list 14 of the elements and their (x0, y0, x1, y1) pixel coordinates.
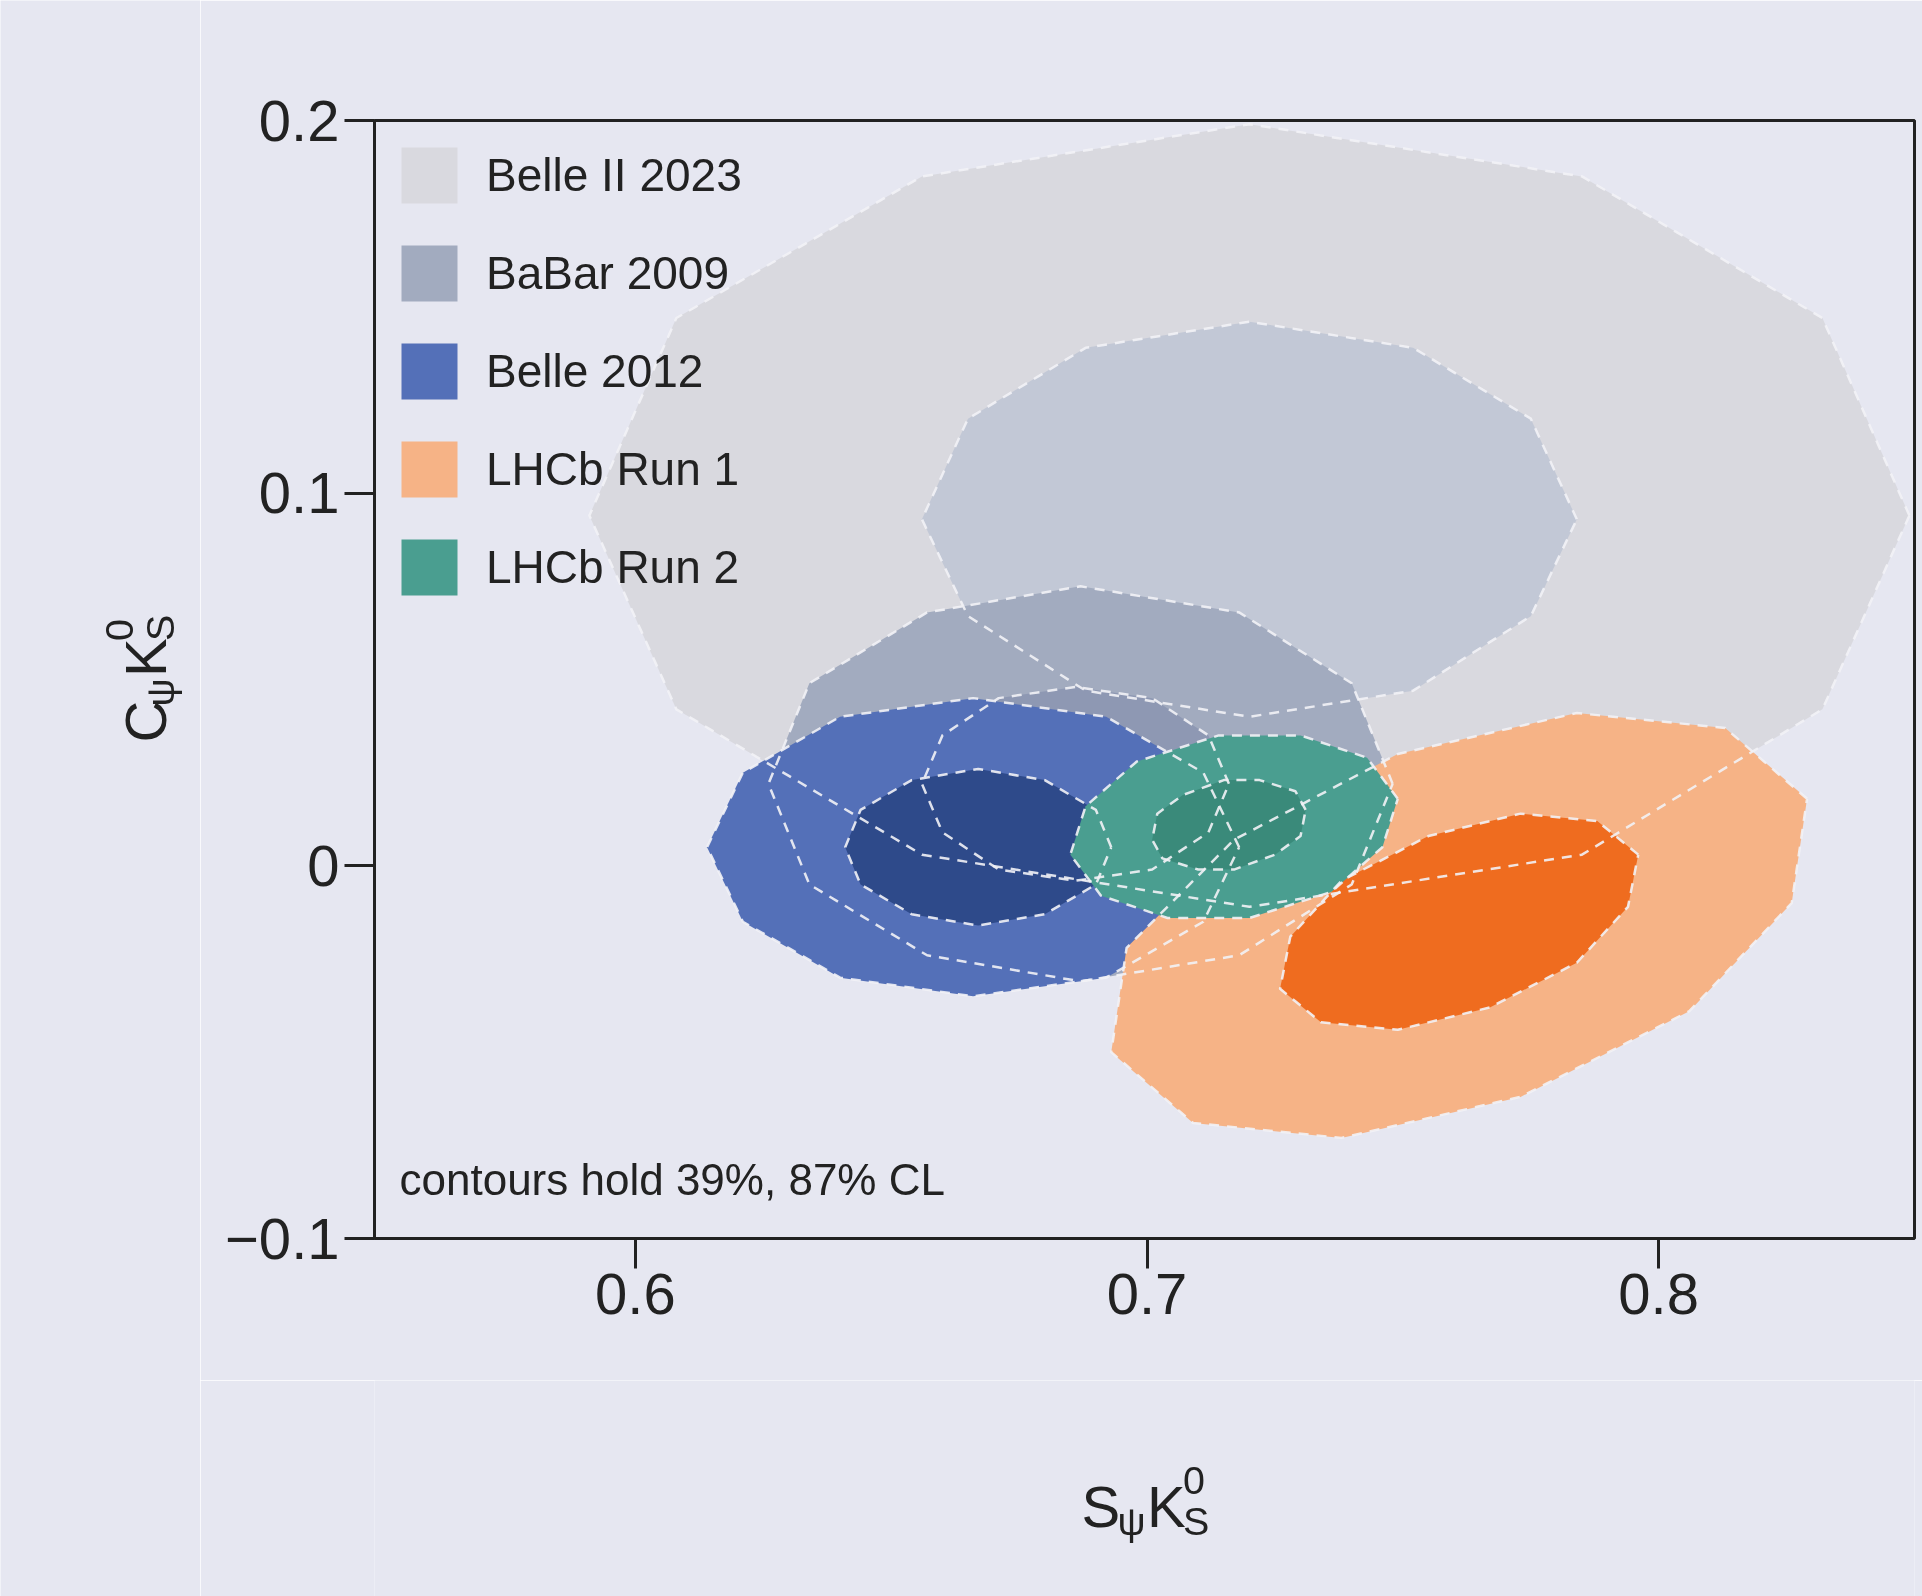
legend-label: BaBar 2009 (486, 246, 729, 300)
annotation: contours hold 39%, 87% CL (399, 1154, 945, 1204)
x-tick-label: 0.6 (595, 1260, 676, 1326)
legend-label: Belle II 2023 (486, 148, 742, 202)
y-tick-label: 0.2 (258, 87, 340, 153)
y-tick-label: 0.1 (258, 460, 340, 526)
legend-label: LHCb Run 1 (486, 442, 740, 496)
x-tick-label: 0.7 (1106, 1260, 1188, 1326)
y-tick-label: 0 (307, 832, 340, 898)
x-tick-label: 0.8 (1618, 1260, 1700, 1326)
legend-label: LHCb Run 2 (486, 540, 740, 594)
y-tick-label: −0.1 (225, 1205, 340, 1271)
y-axis-title: CψK0S (96, 614, 182, 743)
legend-label: Belle 2012 (486, 344, 704, 398)
